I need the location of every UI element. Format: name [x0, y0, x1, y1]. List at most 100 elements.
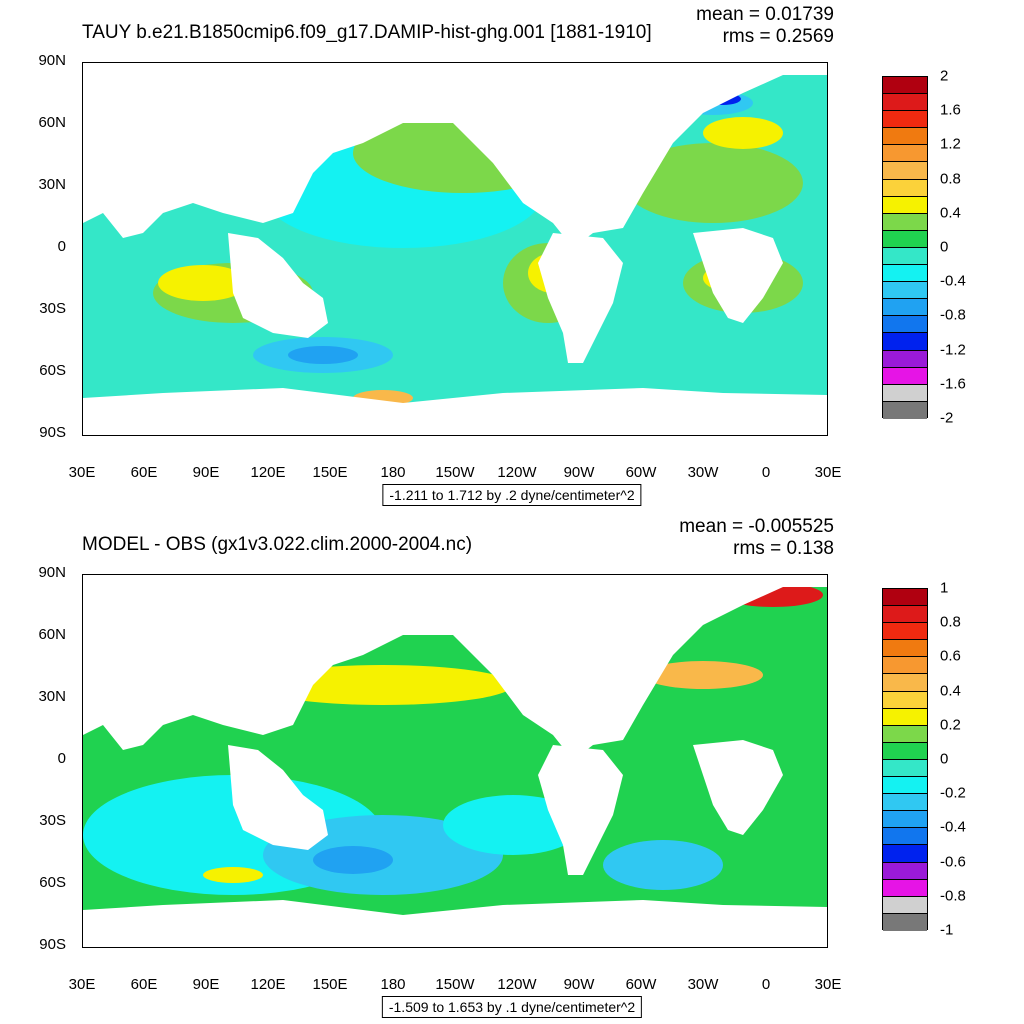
colorbar-swatch [883, 794, 927, 812]
colorbar-swatch [883, 196, 927, 214]
colorbar-swatch [883, 623, 927, 641]
land-south-america [538, 233, 623, 363]
colorbar-label: 0.2 [940, 716, 961, 734]
lat-label: 60N [38, 626, 66, 643]
colorbar-swatch [883, 316, 927, 334]
lon-label: 30E [68, 976, 96, 993]
colorbar-label: -0.4 [940, 272, 966, 290]
field-region [158, 265, 248, 301]
colorbar-swatch [883, 350, 927, 368]
colorbar-swatch [883, 742, 927, 760]
panel-title: MODEL - OBS (gx1v3.022.clim.2000-2004.nc… [82, 534, 473, 555]
land-north [83, 63, 827, 248]
colorbar-swatch [883, 691, 927, 709]
lat-label: 90S [39, 424, 66, 441]
colorbar-label: 0.4 [940, 682, 961, 700]
colorbar-label: 2 [940, 67, 949, 85]
colorbar-swatch [883, 606, 927, 624]
lat-label: 60N [38, 114, 66, 131]
colorbar-swatch [883, 162, 927, 180]
colorbar-label: -1.6 [940, 375, 966, 393]
colorbar-label: 1.2 [940, 135, 961, 153]
lat-label: 0 [57, 750, 66, 767]
colorbar-label: -1.2 [940, 341, 966, 359]
lon-label: 120W [497, 976, 537, 993]
colorbar-swatch [883, 674, 927, 692]
lat-label: 30N [38, 176, 66, 193]
colorbar-label: 0.4 [940, 204, 961, 222]
colorbar-swatch [883, 401, 927, 419]
colorbar-label: -0.8 [940, 887, 966, 905]
map-plot [82, 62, 828, 436]
colorbar-label: 1.6 [940, 101, 961, 119]
panel-bottom: MODEL - OBS (gx1v3.022.clim.2000-2004.nc… [0, 512, 1024, 1024]
colorbar-swatch [883, 759, 927, 778]
lon-label: 90W [563, 976, 595, 993]
land-antarctica [83, 388, 827, 435]
colorbar-swatch [883, 845, 927, 863]
lon-label: 30E [814, 976, 842, 993]
colorbar-swatch [883, 111, 927, 129]
lat-label: 0 [57, 238, 66, 255]
colorbar-swatch [883, 299, 927, 317]
lon-label: 90E [192, 464, 220, 481]
field-region [603, 840, 723, 890]
lat-label: 90S [39, 936, 66, 953]
field-region [203, 867, 263, 883]
colorbar-swatch [883, 213, 927, 231]
colorbar-swatch [883, 94, 927, 112]
lon-label: 150W [435, 464, 475, 481]
colorbar-label: 1 [940, 579, 949, 597]
colorbar-swatch [883, 179, 927, 197]
lon-label: 60W [625, 976, 657, 993]
colorbar [882, 588, 928, 931]
lat-label: 90N [38, 52, 66, 69]
mean-value: mean = -0.005525 [679, 516, 834, 537]
land-africa [693, 740, 783, 835]
lon-label: 90E [192, 976, 220, 993]
lat-label: 60S [39, 874, 66, 891]
colorbar-label: 0 [940, 750, 949, 768]
land-australia [228, 745, 328, 850]
colorbar-swatch [883, 145, 927, 163]
land-north [83, 575, 827, 760]
colorbar-swatch [883, 282, 927, 300]
colorbar-swatch [883, 128, 927, 146]
lon-label: 120E [250, 464, 286, 481]
map-field [83, 575, 827, 947]
map-plot [82, 574, 828, 948]
map-field [83, 63, 827, 435]
lat-label: 30S [39, 300, 66, 317]
colorbar-label: -1 [940, 921, 954, 939]
lon-label: 30E [68, 464, 96, 481]
land-africa [693, 228, 783, 323]
lon-label: 90W [563, 464, 595, 481]
land-arctic [83, 575, 827, 581]
land-arctic [83, 63, 827, 69]
colorbar-swatch [883, 725, 927, 743]
land-south-america [538, 745, 623, 875]
colorbar-swatch [883, 640, 927, 658]
colorbar-label: -2 [940, 409, 954, 427]
lon-label: 180 [380, 976, 406, 993]
lon-label: 30W [687, 976, 719, 993]
lon-label: 150W [435, 976, 475, 993]
lon-label: 120W [497, 464, 537, 481]
lon-label: 60E [130, 976, 158, 993]
colorbar-label: -0.2 [940, 784, 966, 802]
colorbar-label: 0.6 [940, 647, 961, 665]
colorbar [882, 76, 928, 419]
land-antarctica [83, 900, 827, 947]
colorbar-swatch [883, 896, 927, 914]
colorbar-swatch [883, 384, 927, 402]
range-info: -1.211 to 1.712 by .2 dyne/centimeter^2 [382, 484, 642, 506]
rms-value: rms = 0.138 [733, 538, 834, 559]
mean-value: mean = 0.01739 [696, 4, 834, 25]
field-region [703, 117, 783, 149]
panel-title: TAUY b.e21.B1850cmip6.f09_g17.DAMIP-hist… [82, 22, 652, 43]
colorbar-swatch [883, 230, 927, 248]
colorbar-swatch [883, 862, 927, 880]
lon-label: 60W [625, 464, 657, 481]
colorbar-swatch [883, 879, 927, 897]
colorbar-swatch [883, 77, 927, 95]
